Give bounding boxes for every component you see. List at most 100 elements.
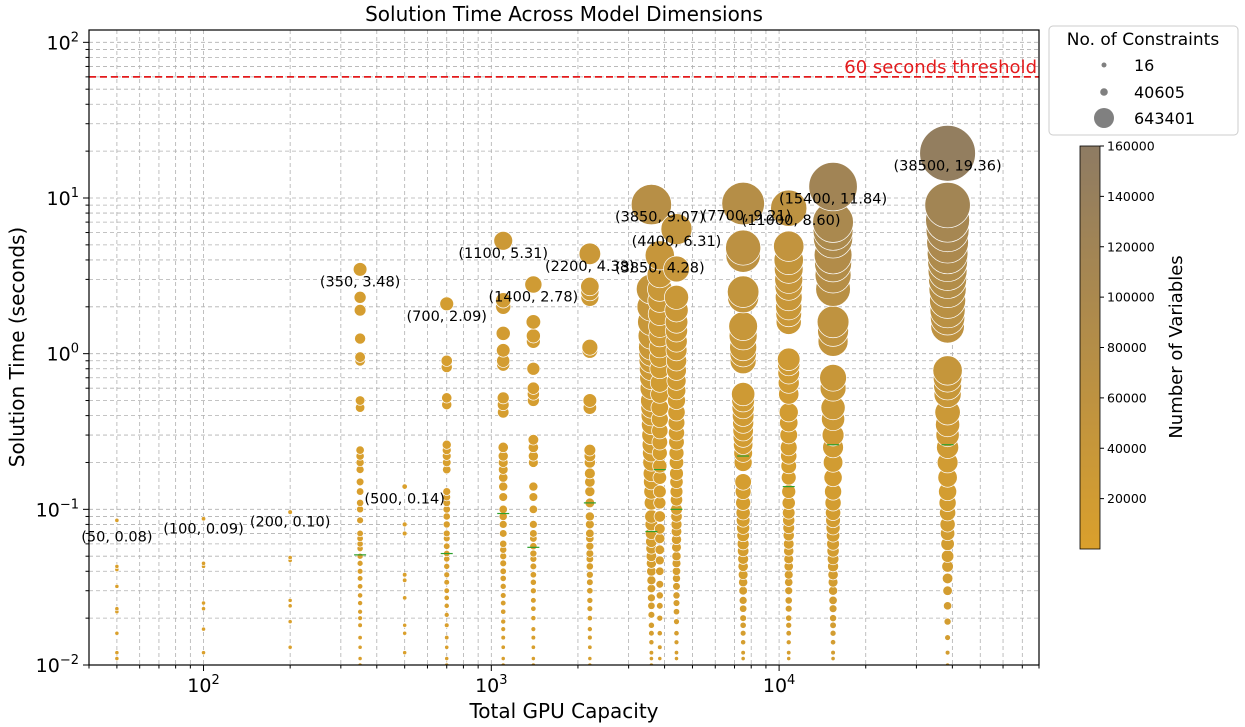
data-point: [287, 509, 293, 515]
data-point: [673, 650, 680, 656]
data-point: [530, 626, 537, 632]
data-point: [674, 656, 679, 662]
data-point: [442, 512, 451, 521]
data-point: [932, 355, 963, 386]
y-tick-label: 100: [47, 342, 79, 366]
point-annotation: (3850, 9.07): [615, 210, 705, 226]
data-point: [443, 579, 450, 586]
data-point: [727, 275, 760, 308]
data-point: [500, 656, 506, 662]
data-point: [739, 621, 747, 629]
axis-ticks: 102 103 104 10−2 10−1 100 101 102: [36, 30, 1040, 697]
point-annotation: (4400, 6.31): [632, 234, 722, 250]
colorbar-gradient: [1079, 145, 1101, 550]
data-point: [401, 483, 408, 490]
data-point: [114, 606, 120, 612]
data-point: [830, 649, 836, 656]
data-point: [646, 575, 657, 586]
data-point: [784, 596, 793, 605]
data-point: [201, 606, 206, 612]
data-point: [201, 560, 207, 566]
data-point: [587, 656, 593, 662]
data-point: [529, 542, 538, 551]
data-point: [287, 597, 293, 603]
point-annotation: (1100, 5.31): [458, 246, 548, 262]
data-point: [585, 541, 595, 551]
data-point: [357, 622, 363, 628]
data-point: [401, 521, 408, 528]
data-point: [655, 580, 665, 589]
data-point: [655, 566, 665, 576]
data-point: [499, 582, 507, 590]
data-point: [584, 486, 596, 498]
data-point: [778, 402, 799, 423]
data-point: [443, 542, 451, 550]
colorbar-tick-label: 40000: [1107, 441, 1147, 456]
data-point: [500, 608, 507, 615]
data-point: [114, 650, 120, 656]
data-point: [585, 549, 595, 558]
data-point: [498, 520, 508, 529]
data-point: [357, 583, 364, 590]
data-point: [656, 602, 664, 610]
data-point: [443, 562, 451, 570]
data-point: [440, 354, 453, 367]
point-annotation: (350, 3.48): [320, 274, 401, 290]
scatter-points: [114, 125, 976, 665]
data-point: [740, 656, 746, 662]
data-point: [586, 597, 594, 604]
data-point: [442, 529, 451, 538]
data-point: [830, 639, 837, 646]
data-point: [739, 629, 747, 637]
data-point: [672, 591, 681, 600]
data-point: [287, 603, 293, 609]
data-point: [530, 615, 537, 622]
threshold-layer: 60 seconds threshold: [89, 57, 1039, 78]
size-legend-marker-small: [1101, 62, 1107, 68]
x-axis-label: Total GPU Capacity: [468, 699, 658, 723]
data-point: [528, 492, 539, 502]
data-point: [499, 539, 508, 548]
size-legend-label-large: 643401: [1134, 109, 1195, 128]
x-tick-label: 104: [763, 673, 795, 697]
data-point: [402, 572, 408, 578]
colorbar-tick-label: 60000: [1107, 390, 1147, 405]
data-point: [443, 622, 450, 629]
data-point: [654, 544, 665, 555]
data-point: [200, 516, 207, 522]
data-point: [443, 594, 450, 601]
data-point: [493, 231, 513, 251]
data-point: [944, 634, 951, 641]
data-point: [498, 492, 508, 502]
data-point: [287, 644, 293, 650]
data-point: [808, 162, 858, 212]
data-point: [647, 601, 656, 610]
data-point: [530, 644, 536, 650]
data-point: [357, 644, 363, 650]
data-point: [201, 650, 206, 656]
y-axis-label: Solution Time (seconds): [5, 227, 29, 468]
size-legend-box: [1048, 25, 1239, 136]
chart-title: Solution Time Across Model Dimensions: [365, 2, 763, 26]
data-point: [583, 443, 597, 457]
size-legend-title: No. of Constraints: [1067, 30, 1220, 50]
data-point: [357, 608, 363, 615]
data-point: [587, 634, 593, 641]
colorbar-tick-label: 160000: [1107, 139, 1155, 154]
data-point: [630, 184, 672, 226]
data-point: [500, 626, 507, 632]
data-point: [442, 520, 451, 529]
data-point: [356, 559, 364, 567]
data-point: [580, 276, 600, 297]
data-point: [770, 189, 808, 227]
data-point: [653, 510, 666, 523]
data-point: [356, 516, 364, 525]
data-point: [943, 617, 952, 626]
x-tick-label: 102: [187, 673, 219, 697]
data-point: [584, 511, 595, 522]
data-point: [357, 656, 363, 662]
data-point: [354, 332, 366, 345]
data-point: [495, 292, 512, 309]
data-point: [924, 182, 971, 229]
data-point: [783, 569, 794, 580]
